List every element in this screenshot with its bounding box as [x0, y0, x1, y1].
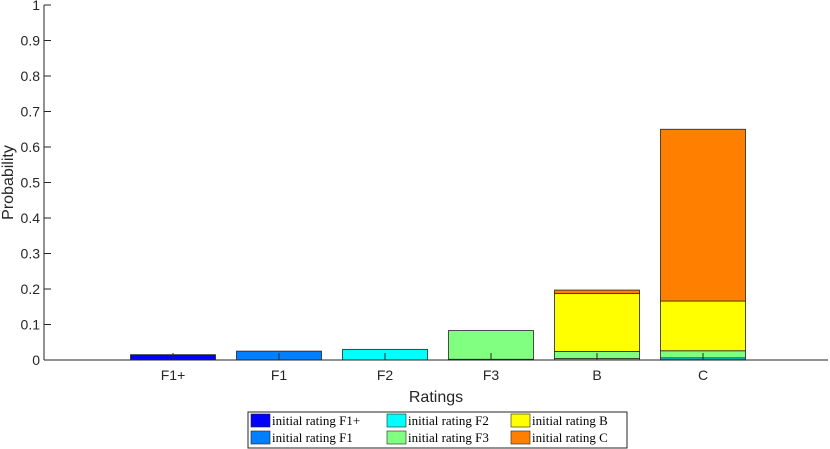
- y-tick-label: 0.2: [21, 281, 41, 297]
- x-tick-label: F2: [377, 367, 394, 383]
- y-tick-label: 0.5: [21, 175, 41, 191]
- bar-B-series-5: [554, 289, 640, 295]
- y-tick-label: 1: [32, 0, 40, 13]
- y-tick-label: 0.6: [21, 139, 41, 155]
- legend: initial rating F1+ initial rating F1 initi…: [247, 411, 628, 449]
- y-tick-label: 0.3: [21, 246, 41, 262]
- legend-entry: initial rating C: [532, 430, 608, 445]
- x-tick-label: F1+: [161, 367, 186, 383]
- legend-entry: initial rating F1+: [272, 413, 360, 428]
- y-tick-label: 0.8: [21, 68, 41, 84]
- legend-box: [247, 411, 628, 449]
- legend-swatch: [386, 413, 407, 428]
- legend-swatch: [250, 413, 271, 428]
- x-tick-label: B: [592, 367, 601, 383]
- y-tick-label: 0.7: [21, 104, 41, 120]
- legend-swatch: [510, 413, 531, 428]
- y-tick-label: 0.4: [21, 210, 41, 226]
- bar-C-series-5: [660, 128, 746, 302]
- axes-layer: 0 0.1 0.2 0.3 0.4 0.5 0.6 0.7 0.8 0.9 1 F1+ F1 F2 F3 B C: [21, 0, 828, 383]
- y-tick-label: 0: [32, 352, 40, 368]
- x-tick-label: F1: [271, 367, 288, 383]
- bars-layer: [130, 128, 746, 361]
- y-tick-label: 0.9: [21, 33, 41, 49]
- bar-C-series-4: [660, 300, 746, 352]
- y-tick-label: 0.1: [21, 317, 41, 333]
- x-tick-label: C: [698, 367, 708, 383]
- bar-B-series-4: [554, 293, 640, 352]
- legend-swatch: [510, 430, 531, 445]
- legend-entry: initial rating F1: [272, 430, 353, 445]
- legend-entry: initial rating B: [532, 413, 608, 428]
- legend-swatch: [250, 430, 271, 445]
- y-axis-title: Probability: [0, 145, 17, 220]
- x-axis-title: Ratings: [409, 389, 463, 406]
- legend-entry: initial rating F3: [408, 430, 489, 445]
- x-tick-label: F3: [483, 367, 500, 383]
- legend-swatch: [386, 430, 407, 445]
- legend-entry: initial rating F2: [408, 413, 489, 428]
